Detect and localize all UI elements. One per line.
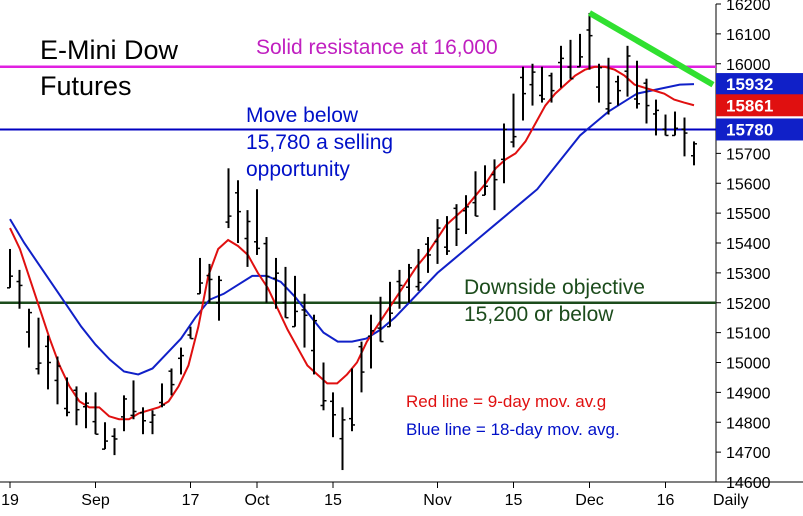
price-tag	[716, 94, 803, 117]
objective-annotation-line-1: Downside objective	[464, 276, 645, 299]
y-tick-label: 15500	[726, 206, 771, 223]
y-tick-label: 16000	[726, 57, 771, 74]
downtrend-line	[587, 10, 715, 88]
x-tick-label: 15	[324, 492, 342, 509]
y-tick-label: 15200	[726, 296, 771, 313]
y-tick-label: 14700	[726, 445, 771, 462]
sell-annotation-line-2: 15,780 a selling	[246, 131, 394, 154]
objective-annotation-line-2: 15,200 or below	[464, 303, 614, 326]
ma18-line	[9, 83, 695, 376]
objective-annotation: Downside objective 15,200 or below	[464, 274, 645, 328]
x-tick-label: Sep	[81, 492, 110, 509]
y-tick-label: 16200	[726, 0, 771, 14]
x-tick-label: 17	[182, 492, 200, 509]
y-tick-label: 15000	[726, 356, 771, 373]
x-tick-label: Oct	[245, 492, 270, 509]
x-tick-label: 15	[505, 492, 523, 509]
title-line-2: Futures	[40, 71, 132, 101]
sell-annotation-line-3: opportunity	[246, 158, 350, 181]
x-tick-label: 19	[1, 492, 19, 509]
ma9-legend: Red line = 9-day mov. av.g	[406, 392, 607, 411]
y-tick-label: 15400	[726, 236, 771, 253]
y-tick-label: 15600	[726, 176, 771, 193]
y-tick-label: 14900	[726, 385, 771, 402]
x-tick-label: Nov	[423, 492, 451, 509]
y-tick-label: 15700	[726, 146, 771, 163]
x-tick-label: Dec	[575, 492, 603, 509]
ma18-legend: Blue line = 18-day mov. avg.	[406, 420, 620, 439]
price-tag-label: 15861	[726, 96, 773, 115]
price-tag-label: 15932	[726, 75, 773, 94]
x-tick-label: 16	[657, 492, 675, 509]
sell-annotation-line-1: Move below	[246, 104, 359, 127]
y-tick-label: 15300	[726, 266, 771, 283]
chart-title: E-Mini Dow Futures	[40, 32, 178, 104]
x-tick-label: Daily	[713, 492, 749, 509]
y-tick-label: 15100	[726, 326, 771, 343]
sell-annotation: Move below 15,780 a selling opportunity	[246, 102, 393, 183]
y-tick-label: 16100	[726, 27, 771, 44]
price-tag	[716, 118, 803, 141]
y-tick-label: 14800	[726, 415, 771, 432]
title-line-1: E-Mini Dow	[40, 35, 179, 65]
resistance-annotation: Solid resistance at 16,000	[256, 36, 498, 59]
y-tick-label: 14600	[726, 475, 771, 492]
price-tag	[716, 73, 803, 96]
price-tag-label: 15780	[726, 120, 773, 139]
